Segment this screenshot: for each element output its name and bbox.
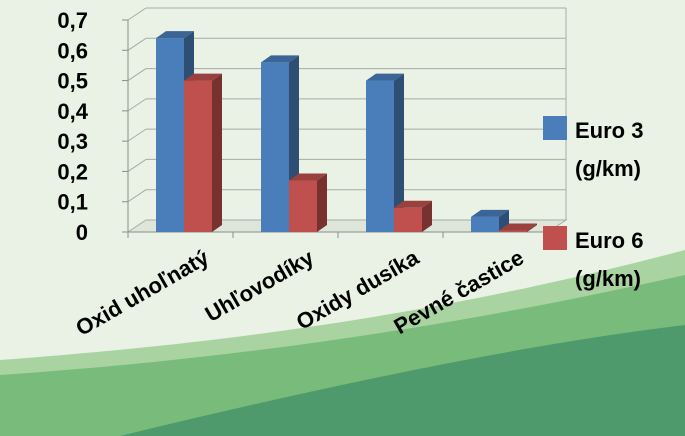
gridline-depth [127, 159, 147, 172]
bar [366, 73, 404, 232]
legend-label: Euro 3 [575, 118, 643, 143]
bar [499, 223, 537, 232]
chart-bars [156, 31, 537, 233]
y-tick-label: 0,5 [57, 69, 88, 94]
gridline-depth [127, 189, 147, 203]
bar-top [499, 223, 537, 231]
bar-front [184, 80, 212, 232]
bg-wave-dark [120, 325, 685, 436]
legend-label: Euro 6 [575, 228, 643, 253]
bar-side [212, 73, 222, 232]
bar-top [366, 73, 404, 81]
y-axis-ticks: 0 0,1 0,2 0,3 0,4 0,5 0,6 0,7 [57, 8, 88, 245]
bar-front [261, 62, 289, 233]
x-tick-label: Oxid uhoľnatý [71, 244, 213, 341]
bar-side [317, 173, 327, 232]
y-tick-label: 0 [76, 220, 88, 245]
y-tick-label: 0,3 [57, 129, 88, 154]
background-decoration [0, 250, 685, 436]
bar-side [527, 223, 537, 232]
y-tick-label: 0,4 [57, 99, 88, 124]
bar-top [261, 55, 299, 63]
bar-top [471, 209, 509, 217]
gridline-depth [127, 98, 147, 112]
legend-label-unit: (g/km) [575, 156, 641, 181]
gridline-depth [127, 7, 147, 21]
bar [394, 200, 432, 232]
bar-front [366, 80, 394, 232]
gridline-depth [127, 128, 147, 142]
legend-swatch [543, 116, 567, 140]
y-tick-label: 0,2 [57, 159, 88, 184]
chart-legend: Euro 3 (g/km) Euro 6 (g/km) [543, 116, 643, 291]
legend-entry: Euro 3 (g/km) [543, 116, 643, 181]
gridline-depth [127, 68, 147, 81]
legend-entry: Euro 6 (g/km) [543, 226, 643, 291]
bar-top [289, 173, 327, 181]
bar [261, 55, 299, 233]
bar-top [156, 31, 194, 39]
bar [184, 73, 222, 232]
bar-side [394, 73, 404, 232]
bar-front [289, 180, 317, 232]
bar-front [156, 38, 184, 232]
bar-top [394, 200, 432, 208]
bar-front [499, 230, 527, 232]
legend-swatch [543, 226, 567, 250]
bar-top [184, 73, 222, 81]
legend-label-unit: (g/km) [575, 266, 641, 291]
gridline-depth [127, 37, 147, 51]
bar-front [471, 216, 499, 232]
y-tick-label: 0,6 [57, 38, 88, 63]
bar [289, 173, 327, 232]
y-tick-label: 0,1 [57, 190, 88, 215]
bar-front [394, 207, 422, 232]
bar-side [422, 200, 432, 232]
y-tick-label: 0,7 [57, 8, 88, 33]
